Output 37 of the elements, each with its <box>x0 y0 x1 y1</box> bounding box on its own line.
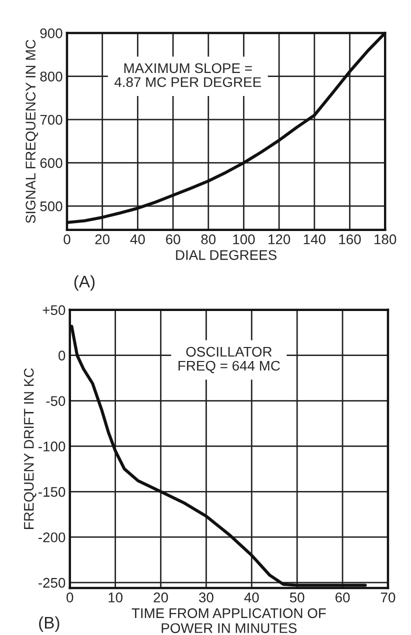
text: (B) <box>39 616 60 632</box>
x-axis-title: TIME FROM APPLICATION OF POWER IN MINUTES <box>132 608 326 634</box>
x-tick-label: 120 <box>268 234 290 244</box>
x-tick-label: 20 <box>95 234 110 244</box>
annotation: MAXIMUM SLOPE = 4.87 MC PER DEGREE <box>114 63 261 88</box>
y-tick-label: 500 <box>40 201 62 212</box>
x-tick-label: 80 <box>201 234 216 244</box>
x-tick-label: 180 <box>374 234 396 244</box>
y-tick-label: 700 <box>40 114 62 125</box>
y-tick-label: -200 <box>38 532 66 542</box>
x-tick-label: 40 <box>244 592 259 602</box>
x-tick-label: 10 <box>108 592 122 602</box>
x-tick-label: 20 <box>154 592 168 602</box>
x-tick-label: 100 <box>233 234 255 244</box>
x-tick-label: 60 <box>336 592 350 602</box>
y-tick-label: -150 <box>38 487 66 497</box>
x-tick-label: 50 <box>290 592 304 602</box>
y-axis-title: FREQUENY DRIFT IN KC <box>24 368 36 529</box>
y-tick-label: 600 <box>40 158 62 168</box>
y-tick-label: -100 <box>38 442 66 452</box>
y-tick-label: 0 <box>58 350 66 360</box>
x-axis-title: DIAL DEGREES <box>176 250 276 260</box>
x-tick-label: 70 <box>380 592 396 602</box>
x-tick-label: 140 <box>304 234 326 244</box>
y-axis-title: SIGNAL FREQUENCY IN MC <box>26 40 38 224</box>
y-tick-label: +50 <box>42 305 66 316</box>
y-tick-label: 900 <box>40 28 62 38</box>
y-tick-label: -50 <box>46 396 66 406</box>
x-tick-label: 30 <box>199 592 214 602</box>
x-tick-label: 0 <box>66 592 74 602</box>
x-tick-label: 40 <box>130 234 145 244</box>
y-tick-label: -250 <box>38 578 66 588</box>
annotation: OSCILLATOR FREQ = 644 MC <box>178 346 280 374</box>
x-tick-label: 160 <box>339 234 361 244</box>
y-tick-label: 800 <box>40 72 62 82</box>
text: (A) <box>74 275 95 291</box>
x-tick-label: 60 <box>166 234 180 244</box>
